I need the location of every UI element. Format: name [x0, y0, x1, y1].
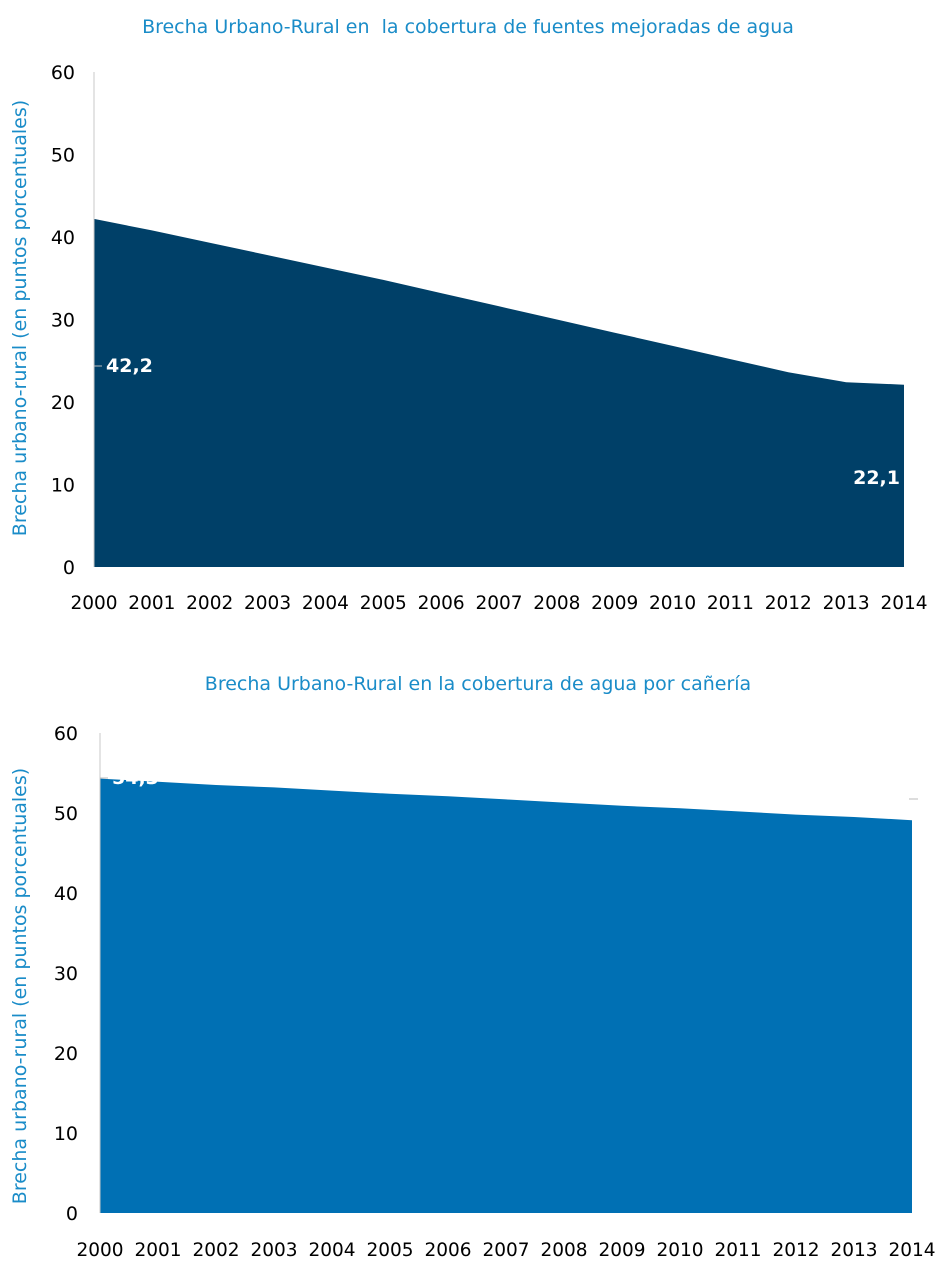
x-tick-label: 2000	[76, 1240, 123, 1260]
y-tick-label: 0	[66, 1203, 78, 1225]
x-tick-label: 2001	[128, 593, 175, 614]
x-tick-label: 2008	[540, 1240, 587, 1260]
chart-svg: Brecha Urbano-Rural en la cobertura de f…	[9, 16, 928, 614]
plot-area: 0 10 20 30 40 50 60 2000 2001 2002 2003 2004 2005 200…	[54, 723, 936, 1260]
x-tick-label: 2010	[656, 1240, 703, 1260]
chart-improved-water-sources: Brecha Urbano-Rural en la cobertura de f…	[0, 0, 942, 620]
x-tick-label: 2008	[533, 593, 580, 614]
x-tick-label: 2001	[134, 1240, 181, 1260]
area-series	[94, 218, 904, 567]
x-tick-label: 2014	[880, 593, 927, 614]
x-tick-label: 2007	[475, 593, 522, 614]
y-tick-label: 30	[51, 310, 75, 332]
area-series	[100, 778, 912, 1213]
x-tick-label: 2004	[302, 593, 349, 614]
y-tick-label: 20	[54, 1043, 78, 1065]
x-tick-label: 2000	[70, 593, 117, 614]
x-tick-label: 2013	[823, 593, 870, 614]
y-tick-label: 40	[54, 883, 78, 905]
y-tick-label: 40	[51, 227, 75, 249]
x-tick-label: 2013	[830, 1240, 877, 1260]
x-tick-label: 2011	[707, 593, 754, 614]
data-label: 42,2	[106, 355, 153, 377]
y-axis-label: Brecha urbano-rural (en puntos porcentua…	[9, 768, 31, 1204]
x-tick-label: 2011	[714, 1240, 761, 1260]
x-tick-label: 2012	[772, 1240, 819, 1260]
y-tick-label: 10	[51, 475, 75, 497]
chart-title: Brecha Urbano-Rural en la cobertura de f…	[142, 16, 794, 38]
y-tick-label: 0	[63, 557, 75, 579]
data-label: 49,1	[861, 788, 908, 810]
x-tick-label: 2010	[649, 593, 696, 614]
chart-title: Brecha Urbano-Rural en la cobertura de a…	[205, 673, 751, 695]
y-tick-label: 50	[51, 145, 75, 167]
x-tick-label: 2006	[418, 593, 465, 614]
data-label: 22,1	[853, 467, 900, 489]
x-tick-label: 2005	[366, 1240, 413, 1260]
x-tick-label: 2006	[424, 1240, 471, 1260]
x-tick-label: 2014	[888, 1240, 935, 1260]
x-tick-label: 2003	[244, 593, 291, 614]
data-label: 54,3	[112, 767, 159, 789]
chart-piped-water: Brecha Urbano-Rural en la cobertura de a…	[0, 660, 942, 1260]
x-tick-label: 2009	[598, 1240, 645, 1260]
y-tick-label: 50	[54, 803, 78, 825]
y-tick-label: 20	[51, 392, 75, 414]
y-tick-label: 60	[51, 62, 75, 84]
x-tick-label: 2012	[765, 593, 812, 614]
y-tick-label: 60	[54, 723, 78, 745]
x-tick-label: 2002	[186, 593, 233, 614]
x-tick-label: 2009	[591, 593, 638, 614]
y-tick-label: 10	[54, 1123, 78, 1145]
x-tick-label: 2005	[360, 593, 407, 614]
y-axis-label: Brecha urbano-rural (en puntos porcentua…	[9, 100, 31, 536]
x-tick-label: 2004	[308, 1240, 355, 1260]
x-tick-label: 2002	[192, 1240, 239, 1260]
plot-area: 0 10 20 30 40 50 60 2000 2001 2002 2003 2004 2005 200…	[51, 62, 928, 614]
chart-svg: Brecha Urbano-Rural en la cobertura de a…	[9, 673, 936, 1260]
y-tick-label: 30	[54, 963, 78, 985]
x-tick-label: 2003	[250, 1240, 297, 1260]
x-tick-label: 2007	[482, 1240, 529, 1260]
